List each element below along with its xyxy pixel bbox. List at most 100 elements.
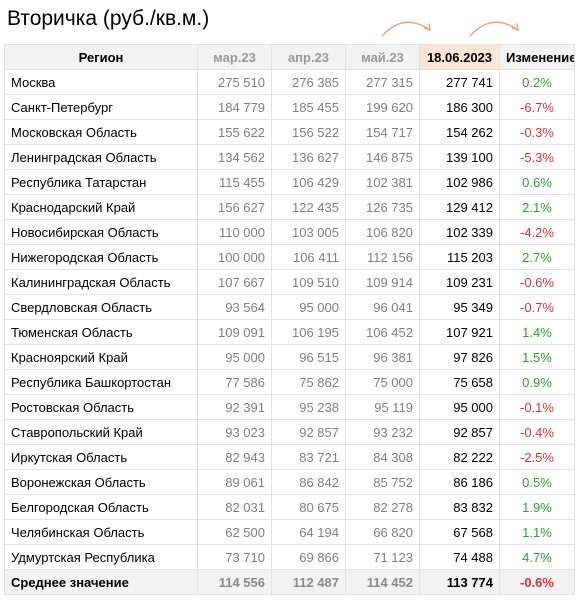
apr-value-cell: 136 627 [271,144,346,170]
mar-value-cell: 134 562 [197,144,272,170]
apr-value-cell: 156 522 [271,119,346,145]
column-header-mar: мар.23 [197,44,272,70]
may-value-cell: 199 620 [345,94,420,120]
table-row: Новосибирская Область 110 000 103 005 106 8… [4,219,575,245]
current-value-cell: 102 986 [419,169,500,195]
change-cell: 0.5% [499,469,575,495]
region-cell: Республика Татарстан [4,169,198,195]
region-cell: Тюменская Область [4,319,198,345]
region-cell: Санкт-Петербург [4,94,198,120]
current-value-cell: 75 658 [419,369,500,395]
current-value-cell: 74 488 [419,544,500,570]
may-value-cell: 102 381 [345,169,420,195]
region-cell: Удмуртская Республика [4,544,198,570]
apr-value-cell: 96 515 [271,344,346,370]
table-row: Удмуртская Республика 73 710 69 866 71 123 7… [4,544,575,570]
apr-value-cell: 83 721 [271,444,346,470]
current-value-cell: 277 741 [419,69,500,95]
table-row: Ростовская Область 92 391 95 238 95 119 95 0… [4,394,575,420]
current-value-cell: 92 857 [419,419,500,445]
region-cell: Белгородская Область [4,494,198,520]
may-value-cell: 96 381 [345,344,420,370]
mar-value-cell: 155 622 [197,119,272,145]
region-cell: Ленинградская Область [4,144,198,170]
column-header-current: 18.06.2023 [419,44,500,70]
change-cell: 1.9% [499,494,575,520]
column-header-change: Изменение [499,44,575,70]
apr-value-cell: 106 195 [271,319,346,345]
apr-value-cell: 276 385 [271,69,346,95]
current-value-cell: 82 222 [419,444,500,470]
change-cell: 0.2% [499,69,575,95]
mar-value-cell: 62 500 [197,519,272,545]
change-cell: -0.7% [499,294,575,320]
mar-value-cell: 82 031 [197,494,272,520]
may-value-cell: 75 000 [345,369,420,395]
mar-value-cell: 93 564 [197,294,272,320]
mar-value-cell: 110 000 [197,219,272,245]
table-row: Московская Область 155 622 156 522 154 717 1… [4,119,575,145]
current-value-cell: 113 774 [419,569,500,595]
region-cell: Калининградская Область [4,269,198,295]
change-cell: -0.4% [499,419,575,445]
change-cell: 2.7% [499,244,575,270]
table-row: Нижегородская Область 100 000 106 411 112 1… [4,244,575,270]
table-row: Москва 275 510 276 385 277 315 277 741 0.2% [4,69,575,95]
may-value-cell: 114 452 [345,569,420,595]
table-row: Красноярский Край 95 000 96 515 96 381 97 82… [4,344,575,370]
change-cell: -0.6% [499,569,575,595]
region-cell: Московская Область [4,119,198,145]
table-row: Республика Башкортостан 77 586 75 862 75 00… [4,369,575,395]
current-value-cell: 186 300 [419,94,500,120]
apr-value-cell: 109 510 [271,269,346,295]
apr-value-cell: 80 675 [271,494,346,520]
may-value-cell: 96 041 [345,294,420,320]
region-cell: Краснодарский Край [4,194,198,220]
current-value-cell: 97 826 [419,344,500,370]
may-value-cell: 277 315 [345,69,420,95]
may-value-cell: 71 123 [345,544,420,570]
current-value-cell: 95 000 [419,394,500,420]
current-value-cell: 95 349 [419,294,500,320]
may-value-cell: 154 717 [345,119,420,145]
mar-value-cell: 275 510 [197,69,272,95]
current-value-cell: 83 832 [419,494,500,520]
table-row: Тюменская Область 109 091 106 195 106 452 10… [4,319,575,345]
table-row: Калининградская Область 107 667 109 510 109… [4,269,575,295]
column-header-apr: апр.23 [271,44,346,70]
apr-value-cell: 86 842 [271,469,346,495]
apr-value-cell: 103 005 [271,219,346,245]
current-value-cell: 129 412 [419,194,500,220]
region-cell: Ставропольский Край [4,419,198,445]
mar-value-cell: 109 091 [197,319,272,345]
may-value-cell: 109 914 [345,269,420,295]
mar-value-cell: 115 455 [197,169,272,195]
mar-value-cell: 73 710 [197,544,272,570]
region-cell: Ростовская Область [4,394,198,420]
apr-value-cell: 95 000 [271,294,346,320]
change-cell: 1.5% [499,344,575,370]
region-cell: Воронежская Область [4,469,198,495]
may-value-cell: 85 752 [345,469,420,495]
table-row: Ставропольский Край 93 023 92 857 93 232 92 … [4,419,575,445]
apr-value-cell: 92 857 [271,419,346,445]
change-cell: 0.6% [499,169,575,195]
table-row: Иркутская Область 82 943 83 721 84 308 82 22… [4,444,575,470]
table-row: Республика Татарстан 115 455 106 429 102 38… [4,169,575,195]
may-value-cell: 106 452 [345,319,420,345]
current-value-cell: 109 231 [419,269,500,295]
change-cell: -6.7% [499,94,575,120]
region-cell: Свердловская Область [4,294,198,320]
region-cell: Нижегородская Область [4,244,198,270]
table-row: Санкт-Петербург 184 779 185 455 199 620 186 … [4,94,575,120]
mar-value-cell: 95 000 [197,344,272,370]
table-row: Краснодарский Край 156 627 122 435 126 735 1… [4,194,575,220]
mar-value-cell: 100 000 [197,244,272,270]
change-cell: 2.1% [499,194,575,220]
current-value-cell: 86 186 [419,469,500,495]
current-value-cell: 67 568 [419,519,500,545]
current-value-cell: 154 262 [419,119,500,145]
region-cell: Иркутская Область [4,444,198,470]
table-row: Белгородская Область 82 031 80 675 82 278 83… [4,494,575,520]
table-row: Челябинская Область 62 500 64 194 66 820 67 … [4,519,575,545]
